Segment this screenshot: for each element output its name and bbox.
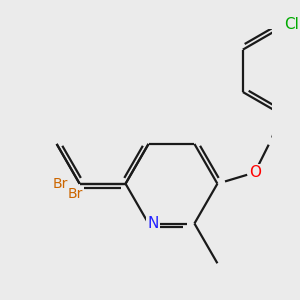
Text: N: N (147, 216, 159, 231)
Text: Cl: Cl (284, 16, 299, 32)
Text: Br: Br (68, 187, 83, 201)
Text: Br: Br (53, 177, 68, 191)
Text: O: O (249, 165, 261, 180)
